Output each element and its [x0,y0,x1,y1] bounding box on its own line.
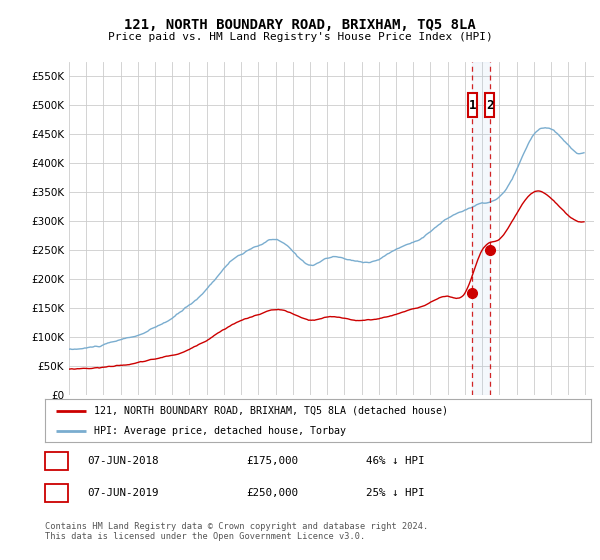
Text: 07-JUN-2019: 07-JUN-2019 [87,488,158,498]
Bar [485,94,494,116]
Text: HPI: Average price, detached house, Torbay: HPI: Average price, detached house, Torb… [94,427,346,436]
Text: 1: 1 [469,99,476,111]
Bar [468,94,477,116]
Text: Contains HM Land Registry data © Crown copyright and database right 2024.
This d: Contains HM Land Registry data © Crown c… [45,522,428,542]
Text: 46% ↓ HPI: 46% ↓ HPI [366,456,425,466]
Text: 121, NORTH BOUNDARY ROAD, BRIXHAM, TQ5 8LA: 121, NORTH BOUNDARY ROAD, BRIXHAM, TQ5 8… [124,18,476,32]
Bar [472,62,490,395]
Text: £250,000: £250,000 [246,488,298,498]
Text: £175,000: £175,000 [246,456,298,466]
Text: 25% ↓ HPI: 25% ↓ HPI [366,488,425,498]
Text: 2: 2 [53,488,60,498]
Text: 07-JUN-2018: 07-JUN-2018 [87,456,158,466]
Text: Price paid vs. HM Land Registry's House Price Index (HPI): Price paid vs. HM Land Registry's House … [107,32,493,42]
Text: 2: 2 [486,99,493,111]
Text: 1: 1 [53,456,60,466]
Text: 121, NORTH BOUNDARY ROAD, BRIXHAM, TQ5 8LA (detached house): 121, NORTH BOUNDARY ROAD, BRIXHAM, TQ5 8… [94,406,448,416]
